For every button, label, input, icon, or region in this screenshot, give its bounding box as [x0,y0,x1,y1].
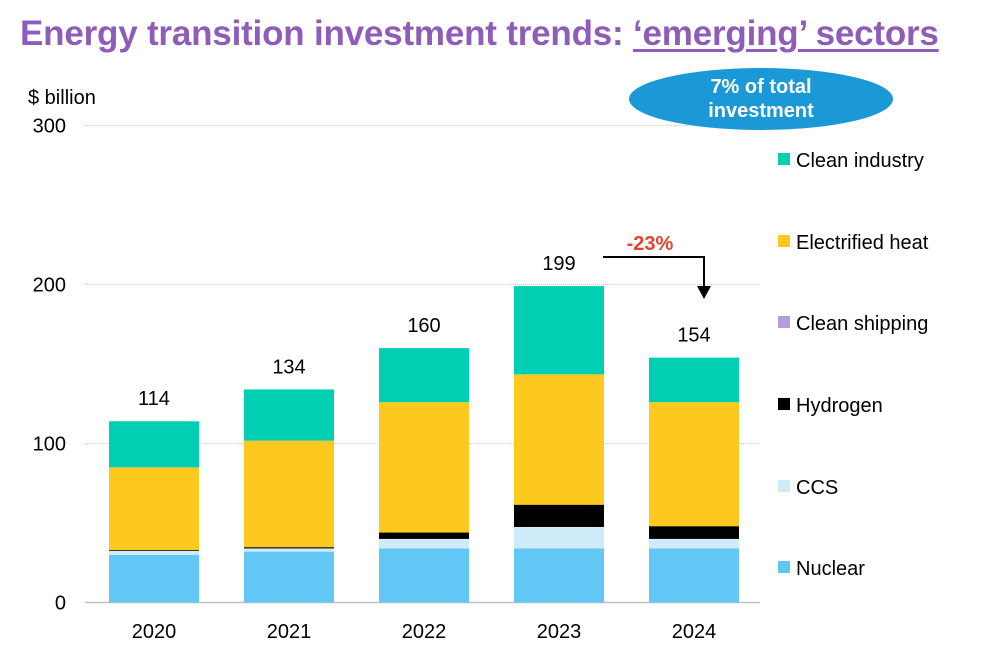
y-tick-label: 100 [33,434,66,456]
title-prefix: Energy transition investment trends: [20,14,633,53]
legend-label-clean-industry: Clean industry [796,150,924,172]
bar-segment-hydrogen-2021 [244,547,334,549]
title-emphasis: ‘emerging’ sectors [633,14,939,53]
bar-segment-clean-industry-2024 [649,357,739,403]
x-tick-label-2024: 2024 [672,621,717,643]
legend-swatch-electrified-heat [778,235,790,247]
legend-label-nuclear: Nuclear [796,558,865,580]
x-tick-label-2022: 2022 [402,621,447,643]
bar-segment-hydrogen-2020 [109,550,199,551]
legend-label-hydrogen: Hydrogen [796,395,883,417]
total-label-2022: 160 [407,315,440,337]
bar-segment-electrified-heat-2021 [244,440,334,548]
bar-segment-hydrogen-2024 [649,526,739,539]
legend-swatch-clean-industry [778,153,790,165]
bar-segment-electrified-heat-2020 [109,467,199,551]
callout-line1: 7% of total [710,76,812,98]
bar-segment-ccs-2022 [379,538,469,549]
callout-bubble: 7% of total investment [629,68,893,130]
bar-segment-ccs-2020 [109,550,199,555]
bar-segment-hydrogen-2023 [514,504,604,527]
y-axis-label: $ billion [28,87,96,109]
total-label-2020: 114 [138,388,170,410]
x-tick-label-2020: 2020 [132,621,177,643]
y-tick-label: 0 [55,593,66,615]
legend-label-electrified-heat: Electrified heat [796,232,929,254]
callout-line2: investment [708,100,814,122]
bar-segment-nuclear-2021 [244,551,334,603]
bar-segment-ccs-2021 [244,548,334,552]
legend-label-ccs: CCS [796,477,838,499]
legend-label-clean-shipping: Clean shipping [796,313,928,335]
bar-segment-nuclear-2023 [514,548,604,603]
x-tick-label-2021: 2021 [267,621,312,643]
change-arrow [603,256,705,290]
bar-segment-electrified-heat-2023 [514,374,604,505]
change-label: -23% [627,233,674,255]
legend-swatch-nuclear [778,561,790,573]
bar-segment-nuclear-2022 [379,548,469,603]
y-tick-label: 200 [33,275,66,297]
bar-segment-clean-industry-2020 [109,421,199,468]
chart-title: Energy transition investment trends: ‘em… [20,14,939,54]
bar-segment-nuclear-2020 [109,554,199,603]
total-label-2021: 134 [272,356,305,378]
bar-segment-nuclear-2024 [649,548,739,603]
legend-swatch-clean-shipping [778,316,790,328]
bar-segment-ccs-2024 [649,538,739,549]
arrowhead-icon [697,286,711,299]
bar-segment-clean-industry-2021 [244,389,334,441]
total-label-2023: 199 [542,253,575,275]
x-tick-label-2023: 2023 [537,621,582,643]
legend-swatch-hydrogen [778,398,790,410]
bar-segment-clean-industry-2022 [379,348,469,403]
bar-segment-ccs-2023 [514,526,604,549]
y-tick-label: 300 [33,116,66,138]
bar-segment-electrified-heat-2024 [649,402,739,527]
legend-swatch-ccs [778,480,790,492]
total-label-2024: 154 [677,325,710,347]
bar-segment-clean-industry-2023 [514,286,604,375]
bar-segment-electrified-heat-2022 [379,402,469,533]
bar-segment-hydrogen-2022 [379,532,469,539]
